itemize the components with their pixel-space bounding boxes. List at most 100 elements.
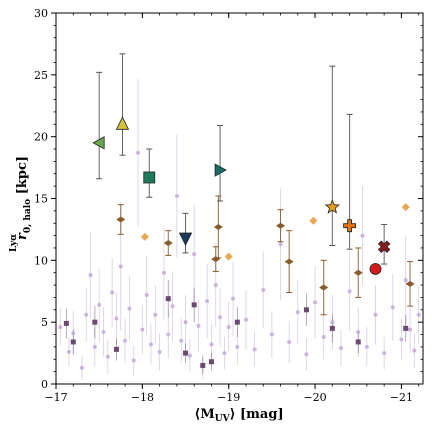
data-point: [92, 319, 98, 325]
data-point: [170, 304, 175, 309]
y-axis-title: r0, halo [kpc]: [15, 156, 33, 240]
data-point: [179, 338, 184, 343]
x-marker-shape: [377, 240, 391, 253]
data-point: [163, 240, 173, 247]
data-point: [234, 319, 240, 325]
y-tick-label: 30: [34, 7, 48, 20]
data-point: [338, 346, 343, 351]
data-point: [401, 203, 410, 212]
data-point: [63, 320, 69, 326]
data-point: [214, 163, 227, 177]
data-point: [347, 289, 352, 294]
data-point: [356, 330, 361, 335]
data-point: [92, 344, 97, 349]
data-point: [412, 348, 417, 353]
data-point: [408, 327, 413, 332]
x-tick-label: −19: [217, 391, 240, 404]
data-point: [58, 325, 63, 330]
data-point: [360, 233, 365, 238]
data-point: [313, 300, 318, 305]
data-point: [144, 292, 149, 297]
data-point: [123, 338, 128, 343]
data-point: [303, 307, 309, 313]
data-point: [364, 344, 369, 349]
data-point: [165, 296, 171, 302]
data-point: [110, 290, 115, 295]
data-point: [92, 136, 105, 150]
data-point: [174, 194, 179, 199]
data-point: [140, 232, 149, 241]
x-tick-label: −17: [44, 391, 67, 404]
data-point: [218, 315, 223, 320]
data-point: [66, 349, 71, 354]
data-point: [373, 312, 378, 317]
y-tick-label: 5: [41, 316, 48, 329]
data-point: [403, 325, 409, 331]
data-point: [205, 299, 210, 304]
data-point: [178, 232, 193, 246]
data-point: [269, 332, 274, 337]
data-point: [329, 325, 335, 331]
data-point: [113, 346, 119, 352]
data-point: [222, 351, 227, 356]
data-point: [309, 216, 318, 225]
data-point: [115, 116, 130, 130]
data-point: [166, 332, 171, 337]
data-point: [330, 320, 335, 325]
data-point: [353, 269, 363, 276]
data-point: [243, 317, 248, 322]
data-point: [97, 302, 102, 307]
y-tick-label: 10: [34, 254, 48, 267]
data-point: [101, 330, 106, 335]
data-point: [196, 323, 201, 328]
data-point: [208, 359, 214, 365]
data-point: [116, 216, 126, 223]
data-point: [79, 365, 84, 370]
data-point: [209, 342, 214, 347]
data-point: [295, 310, 300, 315]
data-point: [355, 339, 361, 345]
x-tick-label: −21: [390, 391, 413, 404]
data-point: [148, 342, 153, 347]
data-point: [127, 306, 132, 311]
data-point: [183, 320, 188, 325]
data-point: [231, 296, 236, 301]
data-point: [71, 331, 76, 336]
data-point: [405, 280, 415, 287]
y-tick-label: 15: [34, 193, 48, 206]
data-point: [161, 270, 166, 275]
data-point: [114, 316, 119, 321]
data-point: [105, 354, 110, 359]
data-point: [143, 171, 156, 184]
data-point: [200, 362, 206, 368]
data-point: [276, 222, 286, 229]
data-point: [157, 349, 162, 354]
data-point: [321, 335, 326, 340]
data-point: [224, 252, 233, 261]
data-point: [235, 344, 240, 349]
data-point: [278, 242, 283, 247]
data-point: [304, 352, 309, 357]
data-point: [136, 150, 141, 155]
data-point: [153, 312, 158, 317]
data-point: [390, 305, 395, 310]
data-point: [226, 325, 231, 330]
x-axis-title: ⟨MUV⟩ [mag]: [194, 407, 283, 424]
data-point: [287, 339, 292, 344]
data-point: [343, 219, 357, 233]
data-point: [192, 252, 197, 257]
data-point: [70, 339, 76, 345]
y-tick-label: 25: [34, 69, 48, 82]
data-point: [252, 347, 257, 352]
data-point: [183, 350, 189, 356]
data-point: [324, 199, 341, 214]
data-point: [191, 302, 197, 308]
x-tick-label: −20: [303, 391, 326, 404]
plot-frame: [55, 12, 424, 385]
data-point: [319, 284, 329, 291]
data-point: [213, 223, 223, 230]
y-tick-label: 20: [34, 131, 48, 144]
data-point: [369, 263, 382, 275]
data-point: [416, 312, 421, 317]
